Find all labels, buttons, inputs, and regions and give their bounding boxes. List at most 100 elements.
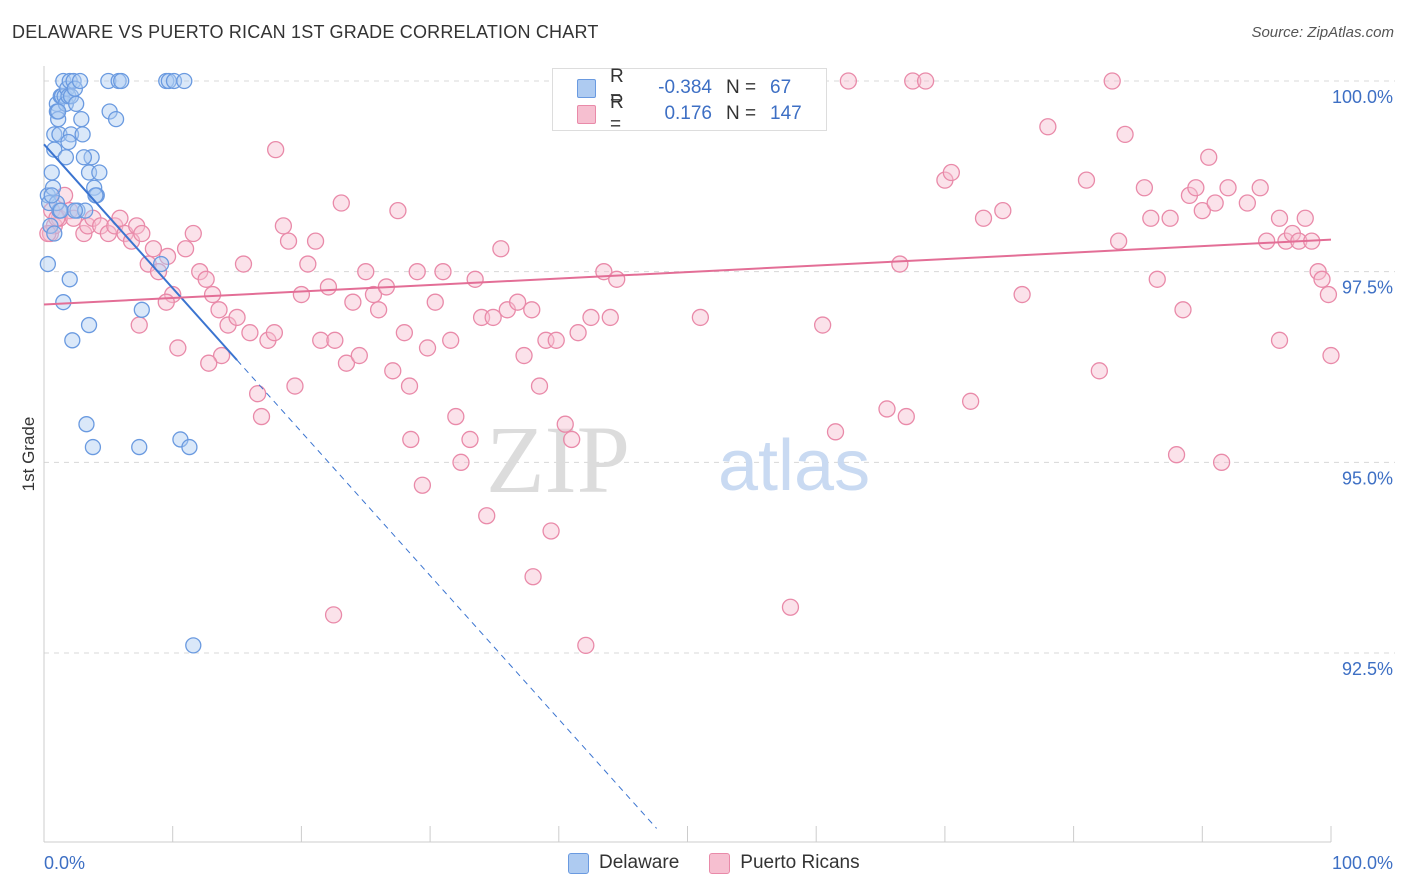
data-point <box>212 346 231 365</box>
data-point <box>994 202 1012 220</box>
data-point <box>826 423 845 441</box>
data-point <box>402 430 420 449</box>
data-point <box>286 377 304 395</box>
data-point <box>974 209 993 227</box>
data-point <box>312 331 330 349</box>
data-point <box>274 217 293 235</box>
legend-r-label: R = <box>610 66 624 109</box>
y-tick-label: 95.0% <box>1342 468 1393 488</box>
data-point <box>1319 285 1338 304</box>
data-point <box>364 285 383 304</box>
data-point <box>292 285 311 304</box>
data-point <box>133 224 151 243</box>
data-point <box>176 240 195 258</box>
data-point <box>181 438 198 456</box>
data-point <box>248 385 267 403</box>
data-point <box>369 301 388 319</box>
legend-r-label: R = <box>610 92 624 135</box>
data-point <box>267 140 285 159</box>
data-point <box>1219 179 1237 197</box>
data-point <box>203 285 222 304</box>
data-point <box>1077 171 1096 189</box>
legend-row-puerto-ricans: R = 0.176 N = 147 <box>577 92 802 135</box>
data-point <box>350 346 368 365</box>
y-tick-label: 100.0% <box>1332 87 1393 107</box>
data-point <box>413 476 432 494</box>
data-point <box>530 377 549 395</box>
data-point <box>52 202 69 219</box>
data-point <box>547 331 565 349</box>
data-point <box>1090 362 1108 380</box>
data-point <box>130 316 148 334</box>
series-legend: Delaware Puerto Ricans <box>568 852 890 874</box>
data-point <box>582 308 600 327</box>
data-point <box>1103 72 1121 90</box>
data-point <box>1167 446 1186 464</box>
legend-n-value: 147 <box>770 103 802 124</box>
x-tick-label: 100.0% <box>1332 853 1393 873</box>
data-point <box>1322 346 1340 365</box>
data-point <box>452 453 470 471</box>
data-point <box>442 331 460 349</box>
data-point <box>74 126 91 143</box>
data-point <box>891 255 909 273</box>
legend-item-delaware[interactable]: Delaware <box>568 852 679 874</box>
legend-item-puerto-ricans[interactable]: Puerto Ricans <box>709 852 860 874</box>
data-point <box>279 232 298 250</box>
data-point <box>569 324 587 342</box>
data-point <box>601 308 619 327</box>
data-point <box>878 400 896 418</box>
data-point <box>1258 232 1276 250</box>
data-point <box>197 270 215 288</box>
data-point <box>43 187 60 204</box>
data-point <box>42 217 59 235</box>
data-point <box>113 72 130 90</box>
data-point <box>515 346 533 365</box>
data-point <box>384 362 402 380</box>
data-point <box>1109 232 1128 250</box>
data-point <box>176 72 193 90</box>
data-point <box>897 407 915 426</box>
data-point <box>447 407 465 426</box>
source-label: Source: ZipAtlas.com <box>1251 24 1394 41</box>
data-point <box>131 438 148 456</box>
data-point <box>466 270 484 288</box>
data-point <box>50 103 67 120</box>
data-point <box>107 110 125 128</box>
puerto-ricans-trend-line <box>43 238 1332 306</box>
legend-label-delaware: Delaware <box>599 852 680 873</box>
data-point <box>1013 285 1031 304</box>
data-point <box>1206 194 1224 212</box>
y-tick-label: 97.5% <box>1342 278 1393 298</box>
data-point <box>1142 209 1160 227</box>
pink-points <box>39 72 1340 655</box>
data-point <box>252 407 271 426</box>
legend-swatch-blue <box>568 852 589 874</box>
data-point <box>484 308 502 327</box>
data-point <box>299 255 317 273</box>
watermark-zip: ZIP <box>486 406 630 513</box>
x-tick-label: 0.0% <box>44 853 85 873</box>
data-point <box>68 95 85 113</box>
blue-points <box>39 72 202 654</box>
data-point <box>319 278 338 296</box>
data-point <box>91 164 108 181</box>
data-point <box>1238 194 1256 212</box>
data-point <box>265 324 284 342</box>
watermark-atlas: atlas <box>718 426 870 506</box>
data-point <box>241 324 259 342</box>
data-point <box>73 110 90 128</box>
data-point <box>344 293 362 311</box>
data-point <box>508 293 527 311</box>
data-point <box>1116 125 1134 144</box>
correlation-legend: R = -0.384 N = 67 R = 0.176 N = 147 <box>552 66 827 135</box>
data-point <box>61 271 78 288</box>
data-point <box>1200 148 1218 166</box>
data-point <box>461 430 479 449</box>
legend-r-value: -0.384 <box>658 77 712 98</box>
data-point <box>200 354 218 372</box>
data-point <box>337 354 356 372</box>
data-point <box>904 72 922 90</box>
data-point <box>306 232 325 250</box>
legend-label-puerto-ricans: Puerto Ricans <box>740 852 860 873</box>
